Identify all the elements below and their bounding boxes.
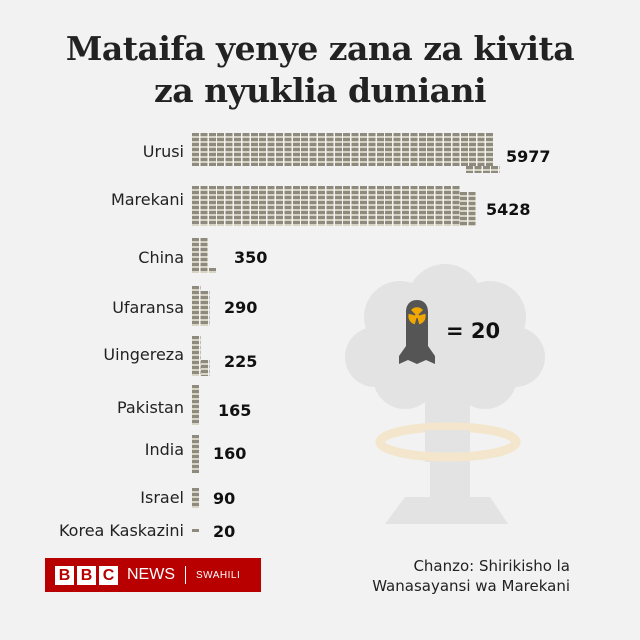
country-value: 5977 [506,147,551,166]
country-label: Urusi [142,142,184,161]
country-value: 350 [234,248,268,267]
country-label: Uingereza [103,345,184,364]
bomb-bar [192,133,494,166]
country-label: Marekani [110,190,184,209]
logo-letter: B [55,565,74,585]
chart-title: Mataifa yenye zana za kivita za nyuklia … [0,28,640,112]
country-label: China [138,248,184,267]
bbc-news-swahili-logo: B B C NEWS SWAHILI [45,558,261,592]
bomb-bar [192,529,199,532]
country-label: Israel [140,488,184,507]
country-value: 20 [213,522,236,541]
nuclear-bomb-icon [399,300,435,364]
title-line-2: za nyuklia duniani [153,71,487,110]
country-value: 225 [224,352,258,371]
country-label: Korea Kaskazini [58,521,184,540]
bomb-bar [201,291,210,326]
legend-text: = 20 [446,319,501,343]
source-line-2: Wanasayansi wa Marekani [372,577,570,595]
bomb-bar [201,360,210,376]
country-value: 90 [213,489,236,508]
logo-news: NEWS [127,566,175,583]
bomb-bar [192,286,201,326]
country-label: India [144,440,184,459]
title-line-1: Mataifa yenye zana za kivita [65,29,575,68]
source-line-1: Chanzo: Shirikisho la [413,557,570,575]
logo-letter: C [99,565,118,585]
bomb-bar [192,385,200,425]
bomb-bar-partial [466,166,500,173]
country-value: 165 [218,401,252,420]
logo-divider [185,566,186,584]
bomb-bar-partial [209,268,217,273]
bomb-bar [192,488,200,508]
mushroom-cloud-icon [345,264,545,524]
bomb-bar [192,238,209,273]
country-label: Ufaransa [112,298,184,317]
legend: = 20 [398,296,500,366]
bomb-bar [192,336,201,376]
logo-letter: B [77,565,96,585]
country-value: 290 [224,298,258,317]
country-value: 5428 [486,200,531,219]
source-note: Chanzo: Shirikisho la Wanasayansi wa Mar… [372,556,570,596]
country-label: Pakistan [117,398,184,417]
bomb-bar [192,435,200,473]
bomb-bar-partial [460,192,476,226]
country-value: 160 [213,444,247,463]
bomb-bar [192,186,460,226]
logo-service: SWAHILI [196,569,241,581]
